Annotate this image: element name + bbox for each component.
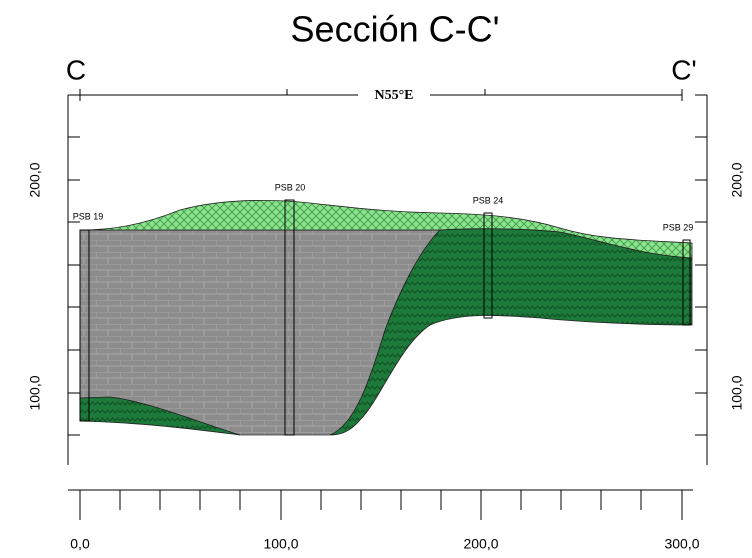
left-tick-label: 100,0 — [27, 375, 43, 410]
left-green-layer — [79, 396, 241, 436]
borehole-label: PSB 29 — [663, 222, 694, 232]
title: Sección C-C' — [291, 9, 500, 50]
bottom-tick-label: 200,0 — [463, 536, 498, 552]
borehole-label: PSB 24 — [473, 195, 504, 205]
bottom-tick-label: 100,0 — [263, 536, 298, 552]
layers — [79, 200, 693, 436]
bottom-tick-label: 300,0 — [664, 536, 699, 552]
direction: N55°E — [374, 88, 413, 103]
section-start: C — [66, 54, 86, 85]
boreholes — [79, 199, 691, 436]
axes — [67, 94, 708, 520]
section-end: C' — [671, 54, 697, 85]
bottom-tick-label: 0,0 — [70, 536, 90, 552]
right-tick-label: 100,0 — [729, 375, 745, 410]
borehole-label: PSB 20 — [275, 182, 306, 192]
section-line: N55°E — [79, 87, 683, 103]
right-tick-label: 200,0 — [729, 162, 745, 197]
borehole-label: PSB 19 — [73, 211, 104, 221]
surface-layer — [79, 200, 693, 259]
left-tick-label: 200,0 — [27, 162, 43, 197]
